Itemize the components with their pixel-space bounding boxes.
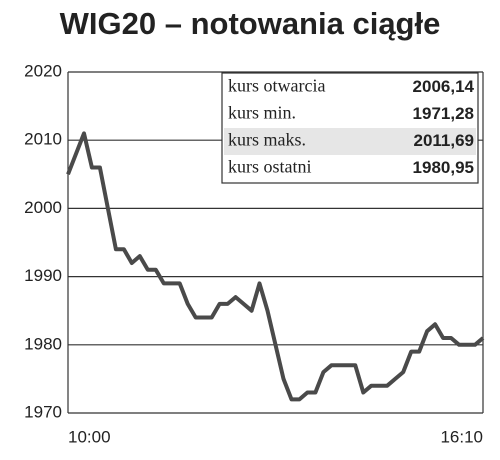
stat-value: 2006,14 (413, 77, 475, 96)
stat-label: kurs min. (228, 103, 296, 123)
stat-value: 2011,69 (413, 131, 474, 150)
stat-value: 1971,28 (413, 104, 474, 123)
x-tick-label: 16:10 (440, 427, 483, 446)
y-tick-label: 2000 (24, 198, 62, 217)
y-tick-label: 1990 (24, 266, 62, 285)
price-line (66, 131, 485, 402)
y-tick-label: 2010 (24, 130, 62, 149)
y-tick-label: 2020 (24, 61, 62, 80)
x-tick-label: 10:00 (68, 427, 111, 446)
row-highlight (224, 128, 476, 155)
stat-label: kurs ostatni (228, 157, 312, 177)
stat-label: kurs otwarcia (228, 76, 325, 96)
stat-value: 1980,95 (413, 158, 474, 177)
stat-label: kurs maks. (228, 130, 306, 150)
stats-box: kurs otwarcia 2006,14 kurs min. 1971,28 kurs… (221, 72, 479, 184)
y-tick-label: 1980 (24, 334, 62, 353)
chart-title: WIG20 – notowania ciągłe (60, 6, 441, 41)
y-tick-label: 1970 (24, 402, 62, 421)
